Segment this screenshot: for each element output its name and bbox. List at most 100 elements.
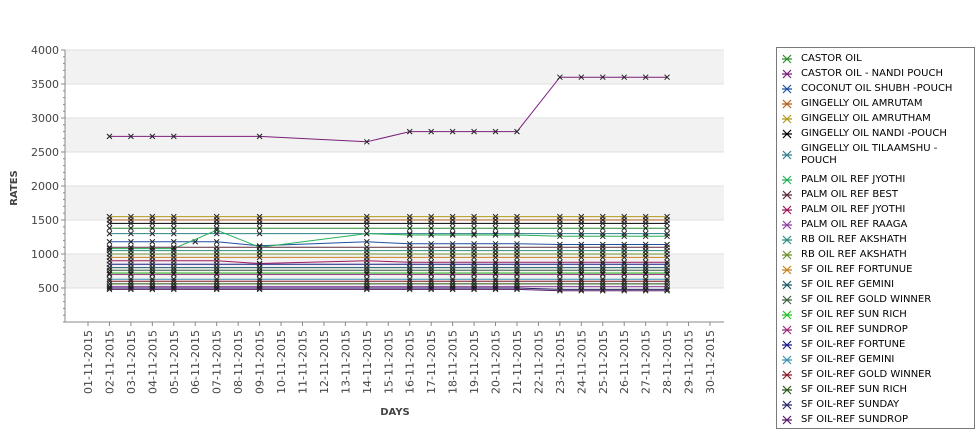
legend-marker (782, 99, 792, 109)
data-point (642, 220, 649, 227)
legend-label: SF OIL REF FORTUNUE (801, 264, 913, 275)
x-tick-label: 26-11-2015 (618, 330, 631, 394)
data-point (642, 287, 649, 294)
x-tick-label: 21-11-2015 (511, 330, 524, 394)
y-tick-label: 1500 (31, 214, 59, 227)
data-point (106, 133, 113, 140)
data-point (256, 225, 263, 232)
data-point (578, 225, 585, 232)
x-tick-label: 03-11-2015 (125, 330, 138, 394)
data-point (599, 220, 606, 227)
data-point (128, 261, 134, 268)
x-tick-label: 27-11-2015 (640, 330, 653, 394)
data-point (170, 238, 177, 245)
data-point (170, 281, 177, 287)
data-point (428, 254, 435, 261)
data-point (578, 213, 585, 220)
data-point (428, 232, 435, 238)
legend-label: COCONUT OIL SHUBH -POUCH (801, 83, 953, 94)
data-point (471, 220, 477, 227)
data-point (363, 254, 370, 261)
series-layer (106, 74, 670, 294)
data-point (363, 271, 370, 278)
data-point (406, 213, 413, 220)
data-point (128, 230, 134, 237)
y-axis-label: RATES (9, 170, 20, 206)
legend-marker (782, 280, 792, 290)
data-point (256, 213, 263, 220)
legend-label: PALM OIL REF JYOTHI (801, 174, 906, 185)
y-tick-label: 1000 (31, 248, 59, 261)
legend-label: CASTOR OIL (801, 53, 862, 64)
x-tick-label: 14-11-2015 (361, 330, 374, 394)
x-tick-label: 01-11-2015 (82, 330, 95, 394)
data-point (642, 213, 649, 220)
data-point (213, 225, 220, 232)
y-tick-label: 2000 (31, 180, 59, 193)
data-point (128, 254, 134, 261)
data-point (599, 74, 606, 81)
data-point (664, 281, 670, 287)
data-point (492, 271, 499, 278)
data-point (621, 213, 628, 220)
grid-band (65, 50, 724, 84)
data-point (621, 287, 628, 294)
data-point (170, 261, 177, 268)
grid-band (65, 186, 724, 220)
legend-label: SF OIL-REF SUN RICH (801, 384, 908, 395)
data-point (406, 254, 413, 261)
data-point (363, 230, 370, 237)
data-point (642, 261, 649, 268)
data-point (363, 213, 370, 220)
data-point (449, 232, 456, 238)
series-castor-oil-nandi-pouch (106, 74, 670, 145)
data-point (578, 254, 585, 261)
legend-label: SF OIL-REF SUNDAY (801, 399, 900, 410)
data-point (213, 281, 220, 287)
data-point (449, 225, 456, 232)
data-point (170, 220, 177, 227)
legend-marker (782, 340, 792, 350)
data-point (621, 254, 628, 261)
legend-label: RB OIL REF AKSHATH (801, 249, 907, 260)
data-point (128, 281, 134, 287)
data-point (599, 233, 606, 240)
data-point (106, 213, 113, 220)
legend-marker (782, 54, 792, 64)
data-point (106, 281, 113, 287)
legend-label: PALM OIL REF RAAGA (801, 219, 908, 230)
data-point (449, 254, 456, 261)
legend-marker (782, 69, 792, 79)
data-point (557, 281, 563, 287)
x-tick-label: 15-11-2015 (382, 330, 395, 394)
data-point (428, 281, 435, 287)
data-point (428, 213, 435, 220)
x-tick-label: 08-11-2015 (232, 330, 245, 394)
data-point (213, 220, 220, 227)
data-point (170, 286, 177, 293)
series-sf-oil-ref-sundrop (106, 286, 670, 294)
data-point (428, 220, 435, 227)
legend-label: SF OIL-REF GEMINI (801, 354, 895, 365)
data-point (170, 133, 177, 140)
data-point (621, 225, 628, 232)
x-tick-label: 29-11-2015 (683, 330, 696, 394)
data-point (428, 128, 435, 135)
data-point (578, 287, 585, 294)
data-point (213, 286, 220, 293)
x-tick-label: 06-11-2015 (189, 330, 202, 394)
x-tick-label: 02-11-2015 (103, 330, 116, 394)
data-point (213, 213, 220, 220)
series-sf-oil-ref-fortune (106, 261, 670, 268)
data-point (514, 220, 520, 227)
data-point (514, 281, 520, 287)
legend-marker (782, 385, 792, 395)
data-point (578, 271, 585, 278)
data-point (428, 271, 435, 278)
legend: CASTOR OIL CASTOR OIL - NANDI POUCH COCONU… (776, 47, 975, 429)
data-point (471, 281, 477, 287)
x-tick-label: 19-11-2015 (468, 330, 481, 394)
data-point (471, 254, 477, 261)
data-point (428, 286, 435, 293)
